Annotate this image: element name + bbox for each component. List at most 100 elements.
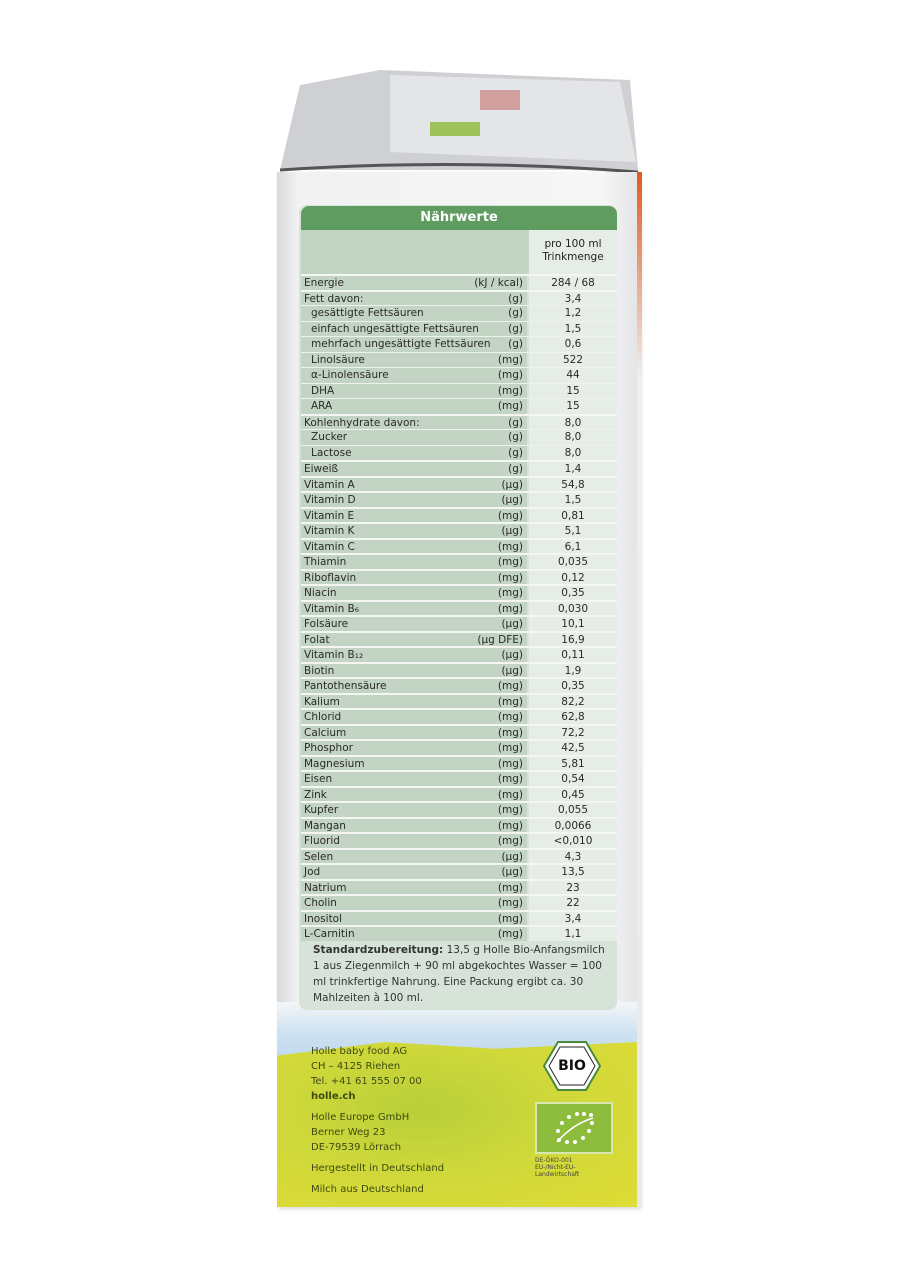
table-row: Cholin (mg) 22	[301, 894, 617, 910]
nutrient-name: mehrfach ungesättigte Fettsäuren	[311, 338, 491, 350]
nutrient-name: Folat	[304, 633, 330, 646]
label-cell	[301, 818, 527, 832]
nutrient-value: 3,4	[529, 291, 617, 305]
nutrient-unit: (µg)	[501, 478, 523, 491]
label-cell	[301, 508, 527, 522]
nutrient-unit: (mg)	[497, 788, 523, 801]
nutrient-unit: (mg)	[497, 587, 523, 599]
label-cell	[301, 803, 527, 817]
label-cell	[301, 524, 527, 538]
nutrient-unit: (µg)	[501, 494, 523, 506]
nutrient-name: Riboflavin	[304, 571, 357, 584]
address-line: Berner Weg 23	[311, 1127, 386, 1138]
nutrient-value: 0,12	[529, 570, 617, 584]
nutrient-value: 8,0	[529, 415, 617, 429]
nutrition-title: Nährwerte	[301, 206, 617, 230]
nutrient-value: 0,055	[529, 803, 617, 817]
label-cell	[301, 679, 527, 693]
table-row: einfach ungesättigte Fettsäuren (g) 1,5	[301, 320, 617, 336]
eu-code-line: Landwirtschaft	[535, 1171, 580, 1178]
nutrient-value: 0,54	[529, 772, 617, 786]
nutrient-name: Vitamin B₆	[304, 602, 359, 615]
nutrient-value: 0,035	[529, 555, 617, 569]
table-row: gesättigte Fettsäuren (g) 1,2	[301, 305, 617, 321]
nutrient-unit: (mg)	[497, 881, 523, 894]
nutrient-unit: (mg)	[497, 695, 523, 708]
nutrient-name: Energie	[304, 277, 344, 289]
label-cell	[301, 787, 527, 801]
table-row: Inositol (mg) 3,4	[301, 909, 617, 925]
label-cell	[301, 911, 527, 925]
nutrient-name: Biotin	[304, 664, 335, 677]
nutrient-value: 0,0066	[529, 818, 617, 832]
manufacturer-address: Holle baby food AG CH – 4125 Riehen Tel.…	[311, 1044, 444, 1197]
nutrient-value: 0,35	[529, 679, 617, 693]
box-top-flap	[280, 70, 639, 174]
nutrient-value: 54,8	[529, 477, 617, 491]
nutrient-value: 522	[529, 352, 617, 367]
table-row: Vitamin K (µg) 5,1	[301, 522, 617, 538]
nutrient-value: 1,1	[529, 927, 617, 941]
label-cell	[301, 865, 527, 879]
table-row: Energie (kJ / kcal) 284 / 68	[301, 274, 617, 290]
label-cell	[301, 927, 527, 941]
nutrient-unit: (mg)	[497, 400, 523, 412]
nutrient-unit: (mg)	[497, 571, 523, 584]
label-cell	[301, 601, 527, 615]
table-row: Jod (µg) 13,5	[301, 863, 617, 879]
eu-code-line: EU-/Nicht-EU-	[535, 1164, 576, 1171]
nutrient-value: 23	[529, 880, 617, 894]
nutrient-name: Fett davon:	[304, 292, 364, 305]
nutrient-unit: (g)	[508, 416, 523, 429]
nutrient-name: Vitamin C	[304, 540, 355, 553]
table-row: Phosphor (mg) 42,5	[301, 739, 617, 755]
address-line: Holle Europe GmbH	[311, 1112, 410, 1123]
nutrient-value: 16,9	[529, 632, 617, 646]
nutrient-unit: (mg)	[497, 928, 523, 940]
label-cell	[301, 663, 527, 677]
nutrient-value: 0,45	[529, 787, 617, 801]
label-cell	[301, 477, 527, 491]
nutrient-unit: (mg)	[497, 742, 523, 754]
nutrient-unit: (mg)	[497, 835, 523, 847]
table-row: Kalium (mg) 82,2	[301, 692, 617, 708]
nutrient-name: Cholin	[304, 897, 337, 909]
table-row: Kohlenhydrate davon: (g) 8,0	[301, 413, 617, 429]
svg-text:BIO: BIO	[558, 1058, 586, 1074]
table-row: Zink (mg) 0,45	[301, 785, 617, 801]
table-row: Niacin (mg) 0,35	[301, 584, 617, 600]
nutrient-value: 0,35	[529, 586, 617, 600]
nutrient-name: Mangan	[304, 819, 346, 832]
label-cell	[301, 337, 527, 352]
nutrient-name: Selen	[304, 850, 334, 863]
nutrient-name: Zucker	[311, 431, 348, 443]
nutrient-unit: (µg)	[501, 525, 523, 537]
nutrient-value: 1,2	[529, 306, 617, 321]
nutrient-value: 1,9	[529, 663, 617, 677]
table-row: Vitamin B₁₂ (µg) 0,11	[301, 646, 617, 662]
nutrient-name: einfach ungesättigte Fettsäuren	[311, 322, 479, 335]
address-line: DE-79539 Lörrach	[311, 1142, 402, 1153]
label-cell	[301, 383, 527, 398]
table-row: Folat (µg DFE) 16,9	[301, 630, 617, 646]
table-row: Calcium (mg) 72,2	[301, 723, 617, 739]
table-row: Vitamin B₆ (mg) 0,030	[301, 599, 617, 615]
column-header-line-1: pro 100 ml	[544, 238, 602, 250]
nutrient-unit: (g)	[508, 431, 523, 443]
nutrient-name: Zink	[304, 788, 327, 801]
nutrient-name: Pantothensäure	[304, 680, 387, 692]
table-row: Mangan (mg) 0,0066	[301, 816, 617, 832]
address-phone: Tel. +41 61 555 07 00	[311, 1076, 422, 1087]
product-box-side: Nährwerte pro 100 ml Trinkmenge Energie (…	[277, 172, 639, 1207]
nutrient-unit: (kJ / kcal)	[474, 277, 523, 289]
table-row: Kupfer (mg) 0,055	[301, 801, 617, 817]
label-cell	[301, 430, 527, 445]
nutrient-name: Kupfer	[304, 804, 339, 816]
nutrient-name: ARA	[311, 400, 333, 412]
nutrient-unit: (mg)	[497, 540, 523, 553]
table-row: Vitamin D (µg) 1,5	[301, 491, 617, 507]
table-row: Biotin (µg) 1,9	[301, 661, 617, 677]
nutrient-name: Phosphor	[304, 742, 353, 754]
table-row: Folsäure (µg) 10,1	[301, 615, 617, 631]
nutrient-value: 44	[529, 368, 617, 383]
